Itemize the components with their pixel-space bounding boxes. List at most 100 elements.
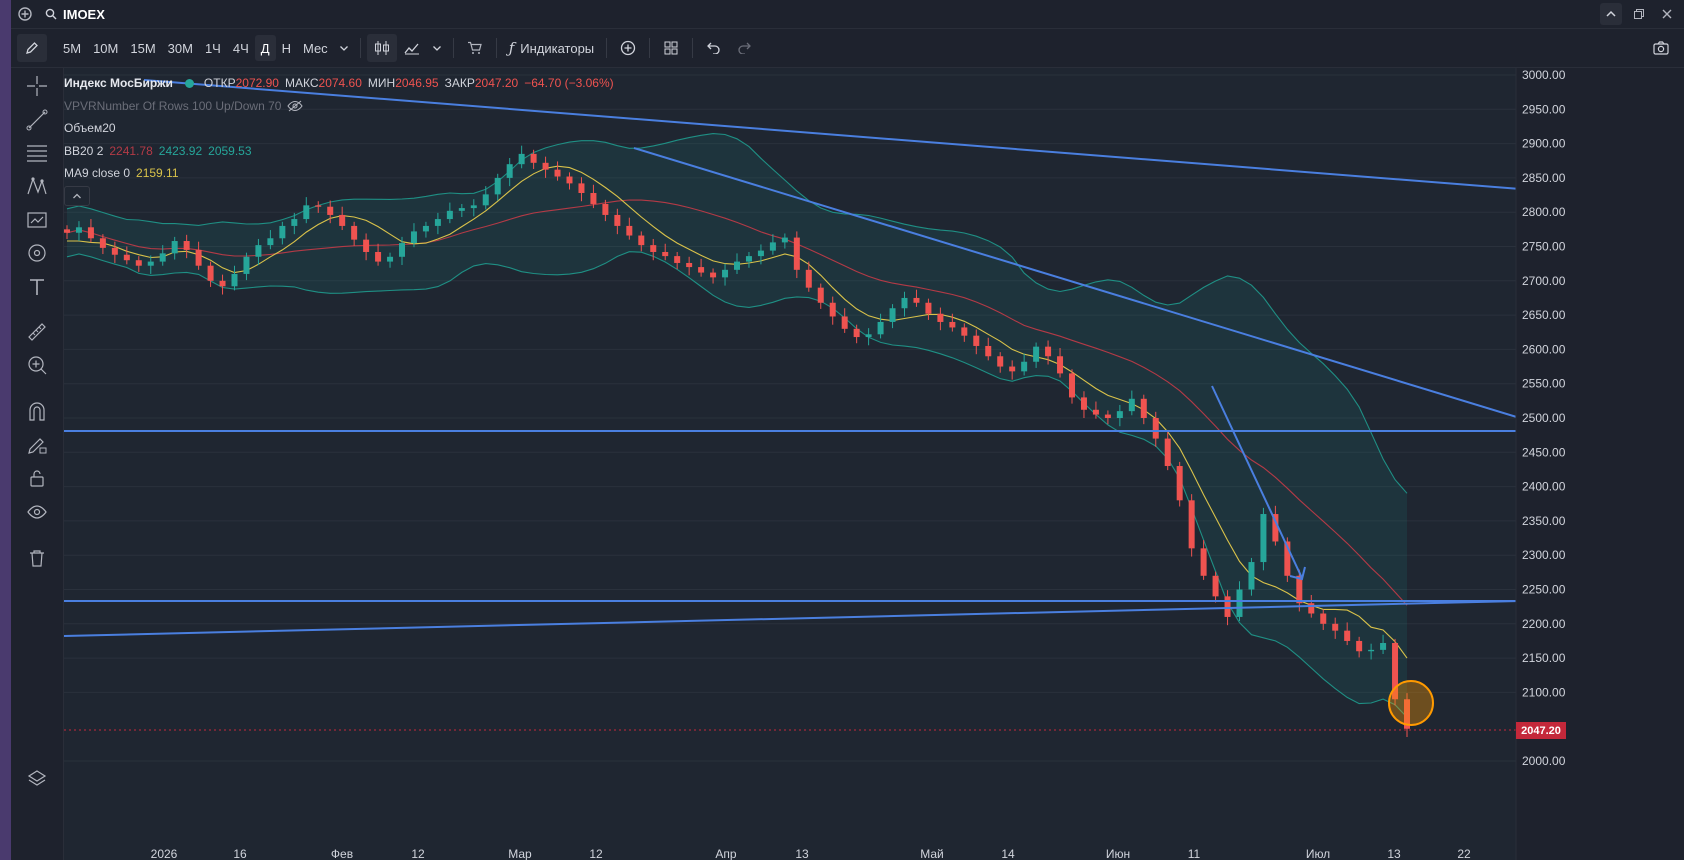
eye-icon[interactable] (23, 498, 51, 526)
candle-body (1344, 630, 1351, 641)
candle-body (757, 250, 764, 257)
last-price-tag: 2047.20 (1516, 722, 1566, 739)
legend-collapse-button[interactable] (64, 185, 90, 206)
arrow-line[interactable] (1211, 385, 1303, 579)
candle-body (865, 334, 872, 338)
tf-5m[interactable]: 5M (63, 40, 82, 56)
camera-icon[interactable] (1646, 34, 1676, 62)
vpvr-row[interactable]: VPVRNumber Of Rows 100 Up/Down 70 (64, 95, 614, 118)
tf-month[interactable]: Мес (302, 40, 328, 56)
candle-body (1224, 596, 1231, 617)
area-chart-icon[interactable] (397, 34, 427, 62)
hidden-eye-icon[interactable] (287, 100, 304, 112)
trendline-top[interactable] (143, 79, 1684, 203)
candle-body (530, 153, 537, 163)
candle-body (171, 241, 178, 254)
bb-row[interactable]: BB20 2 2241.78 2423.92 2059.53 (64, 140, 614, 163)
bb-basis-value: 2241.78 (109, 143, 153, 158)
layers-icon[interactable] (23, 765, 51, 793)
collapse-icon[interactable] (1600, 3, 1622, 25)
add-tab-icon[interactable] (11, 0, 39, 28)
candle-body (494, 177, 501, 195)
ma-row[interactable]: MA9 close 0 2159.11 (64, 162, 614, 185)
candle-body (578, 183, 585, 193)
edit-lock-icon[interactable] (23, 431, 51, 459)
candle-body (1308, 603, 1315, 614)
magnet-icon[interactable] (23, 397, 51, 425)
ma-value: 2159.11 (136, 166, 179, 181)
trendline-mid[interactable] (633, 147, 1684, 469)
indicators-button[interactable]: ƒ Индикаторы (503, 34, 600, 62)
price-scale[interactable] (1516, 68, 1684, 860)
window-frame (0, 0, 11, 860)
pattern-icon[interactable] (23, 172, 51, 200)
candle-body (87, 227, 94, 239)
tf-4h[interactable]: 4Ч (232, 40, 249, 56)
add-alert-icon[interactable] (613, 34, 643, 62)
candle-body (1368, 649, 1375, 652)
candle-body (1009, 366, 1016, 372)
candle-body (877, 321, 884, 335)
candle-body (602, 203, 609, 215)
candle-body (219, 280, 226, 287)
restore-window-icon[interactable] (1628, 3, 1650, 25)
cart-icon[interactable] (460, 34, 490, 62)
time-tick-label: 11 (1188, 847, 1201, 860)
candle-body (817, 287, 824, 303)
candle-body (793, 237, 800, 270)
candle-body (1404, 699, 1410, 729)
tf-week[interactable]: Н (281, 40, 291, 56)
trash-icon[interactable] (23, 544, 51, 572)
tf-15m[interactable]: 15M (130, 40, 156, 56)
candles-icon[interactable] (366, 34, 397, 62)
candle-body (542, 162, 549, 170)
tf-30m[interactable]: 30M (167, 40, 193, 56)
high-label: МАКС (284, 76, 319, 91)
chevron-down-icon[interactable] (334, 34, 354, 62)
redo-icon[interactable] (729, 34, 759, 62)
candle-body (387, 256, 394, 262)
candle-body (458, 208, 465, 211)
market-status-dot (184, 78, 194, 88)
volume-row[interactable]: Объем20 (64, 117, 614, 140)
time-tick-label: 14 (1001, 847, 1015, 860)
crosshair-icon[interactable] (23, 72, 51, 100)
bollinger-upper-line (66, 133, 1408, 494)
pencil-icon[interactable] (17, 34, 47, 62)
candle-body (638, 235, 645, 246)
symbol-bar: IMOEX (11, 0, 1684, 29)
tf-1h[interactable]: 1Ч (204, 40, 221, 56)
highlight-circle[interactable] (1388, 680, 1434, 726)
time-tick-label: 13 (795, 847, 809, 860)
open-label: ОТКР (203, 76, 236, 91)
close-icon[interactable] (1656, 3, 1678, 25)
tf-10m[interactable]: 10M (93, 40, 119, 56)
chart-type-chevron-icon[interactable] (427, 34, 447, 62)
symbol-search[interactable]: IMOEX (45, 7, 105, 22)
symbol-legend-row: Индекс МосБиржи ОТКР 2072.90 МАКС 2074.60 … (64, 72, 614, 95)
candle-body (829, 302, 836, 317)
undo-icon[interactable] (699, 34, 729, 62)
forecast-icon[interactable] (23, 206, 51, 234)
support-trendline[interactable] (64, 596, 1684, 637)
tf-day[interactable]: Д (254, 35, 276, 61)
text-icon[interactable] (23, 273, 51, 301)
candle-body (159, 253, 166, 262)
ruler-icon[interactable] (23, 318, 51, 346)
vpvr-label: VPVRNumber Of Rows 100 Up/Down 70 (64, 98, 282, 113)
price-chart[interactable]: 3000.00 2950.00 2900.00 2850.00 2800.00 2750.… (64, 68, 1684, 860)
candle-body (745, 256, 752, 262)
unlock-icon[interactable] (23, 464, 51, 492)
candle-body (183, 241, 190, 250)
brush-icon[interactable] (23, 239, 51, 267)
change-value: −64.70 (−3.06%) (524, 76, 614, 91)
instrument-title: Индекс МосБиржи (64, 76, 173, 91)
price-tick-label: 2950.00 (1522, 102, 1566, 116)
trend-line-icon[interactable] (23, 106, 51, 134)
zoom-in-icon[interactable] (23, 351, 51, 379)
layout-grid-icon[interactable] (656, 34, 686, 62)
price-tick-label: 2700.00 (1522, 274, 1566, 288)
chart-background (64, 68, 1684, 860)
candle-body (949, 321, 956, 328)
fib-icon[interactable] (23, 139, 51, 167)
